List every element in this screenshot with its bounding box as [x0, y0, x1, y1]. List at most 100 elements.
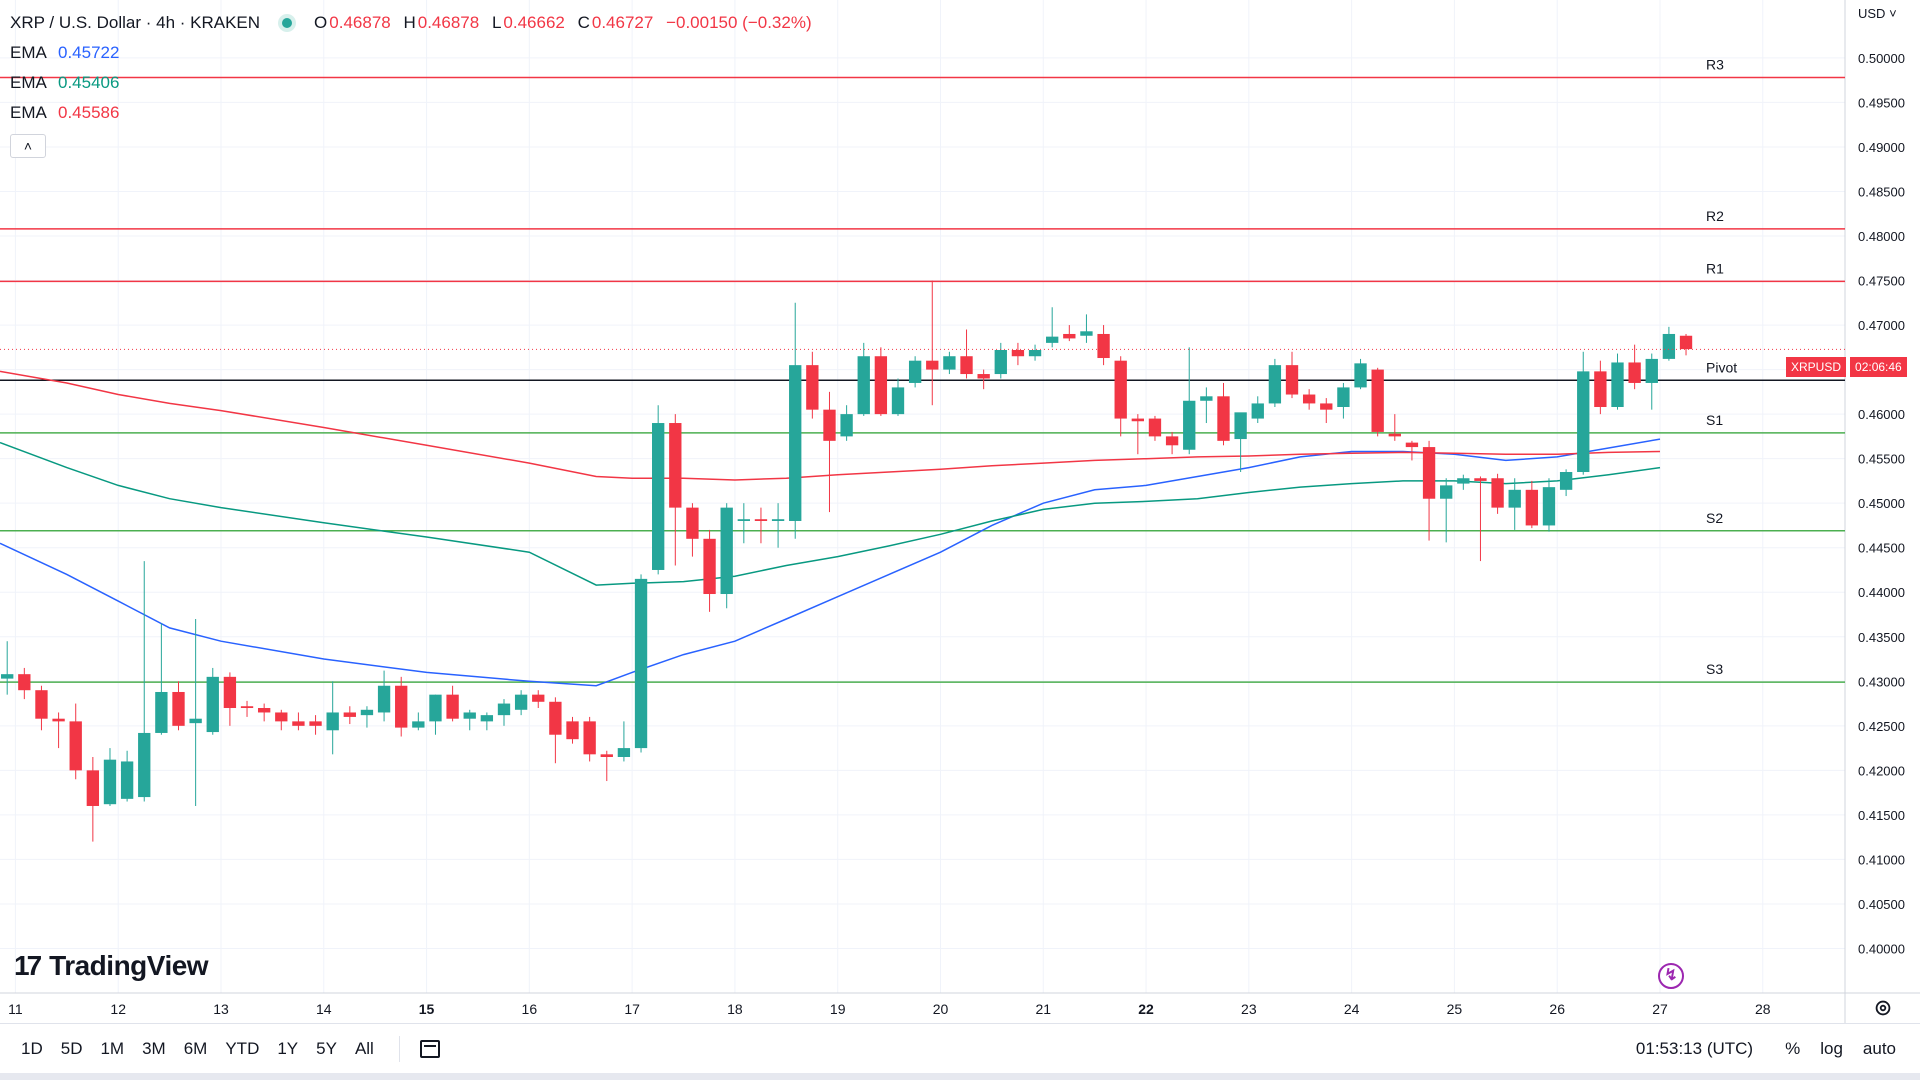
candle-body — [1131, 418, 1145, 422]
candle-body — [1388, 433, 1401, 437]
candle-body — [223, 676, 237, 709]
time-tick-label: 20 — [933, 1001, 949, 1017]
price-tick-label: 0.48000 — [1858, 229, 1905, 244]
time-tick-label: 18 — [727, 1001, 743, 1017]
ema-value: 0.45586 — [58, 103, 120, 122]
candle-body — [908, 360, 922, 383]
price-tick-label: 0.42500 — [1858, 719, 1905, 734]
close-label: C — [577, 13, 590, 32]
price-tick-label: 0.49500 — [1858, 95, 1905, 110]
price-tick-label: 0.48500 — [1858, 184, 1905, 199]
time-tick-label: 23 — [1241, 1001, 1257, 1017]
ema-value: 0.45722 — [58, 43, 120, 62]
candle-body — [686, 507, 699, 539]
range-5d-button[interactable]: 5D — [60, 1039, 83, 1058]
pivot-level-label: R1 — [1706, 260, 1724, 276]
currency-label: USD — [1858, 6, 1886, 21]
candle-body — [1422, 447, 1436, 499]
ema-row-2[interactable]: EMA 0.45406 — [10, 68, 820, 98]
candle-body — [1028, 349, 1042, 357]
candle-body — [1594, 371, 1607, 407]
candle-body — [583, 721, 596, 755]
candle-body — [1679, 335, 1693, 350]
price-tick-label: 0.50000 — [1858, 51, 1905, 66]
time-tick-label: 25 — [1447, 1001, 1463, 1017]
price-tick-label: 0.43500 — [1858, 630, 1905, 645]
candle-body — [412, 721, 425, 728]
candle-body — [52, 718, 65, 722]
time-tick-label: 16 — [522, 1001, 538, 1017]
price-tick-label: 0.45000 — [1858, 496, 1905, 511]
candle-body — [377, 685, 391, 713]
candle-body — [1405, 442, 1419, 448]
symbol-title[interactable]: XRP / U.S. Dollar · 4h · KRAKEN — [10, 13, 261, 32]
candle-body — [1080, 331, 1093, 336]
range-5y-button[interactable]: 5Y — [316, 1039, 337, 1058]
range-6m-button[interactable]: 6M — [183, 1039, 208, 1058]
candle-body — [240, 706, 254, 709]
time-tick-label: 11 — [8, 1001, 23, 1017]
candle-body — [1, 674, 14, 679]
candle-body — [1457, 478, 1470, 484]
utc-clock[interactable]: 01:53:13 (UTC) — [1635, 1039, 1754, 1058]
candle-body — [360, 709, 374, 716]
candle-body — [1234, 412, 1247, 440]
candle-body — [1474, 478, 1487, 481]
ema-value: 0.45406 — [58, 73, 120, 92]
candle-body — [789, 365, 802, 521]
candle-body — [960, 356, 973, 375]
price-tick-label: 0.41000 — [1858, 852, 1905, 867]
price-chart[interactable]: R3 R2 R1 Pivot S1 S2 S3 0.50000 0.49500 0.49000 0.… — [0, 0, 1920, 1023]
time-tick-label: 12 — [110, 1001, 126, 1017]
candle-body — [395, 685, 408, 728]
candle-body — [1165, 436, 1179, 446]
candle-body — [120, 761, 134, 799]
candle-body — [18, 674, 31, 691]
candle-body — [1645, 358, 1658, 383]
time-tick-label: 13 — [213, 1001, 229, 1017]
bottom-toolbar: 1D 5D 1M 3M 6M YTD 1Y 5Y All 01:53:13 (U… — [0, 1023, 1920, 1074]
pivot-level-label: S2 — [1706, 510, 1723, 526]
percent-toggle[interactable]: % — [1785, 1039, 1801, 1058]
ema-line — [0, 438, 1661, 687]
candle-body — [1491, 478, 1504, 508]
gear-icon[interactable] — [1872, 997, 1894, 1019]
candle-body — [874, 356, 888, 415]
range-1m-button[interactable]: 1M — [100, 1039, 125, 1058]
range-1y-button[interactable]: 1Y — [277, 1039, 299, 1058]
price-tick-label: 0.47500 — [1858, 274, 1905, 289]
time-tick-label: 19 — [830, 1001, 846, 1017]
low-value: 0.46662 — [503, 13, 565, 32]
pivot-level-label: S3 — [1706, 661, 1723, 677]
ema-row-3[interactable]: EMA 0.45586 — [10, 98, 820, 128]
bolt-icon[interactable]: ↯ — [1658, 963, 1684, 989]
range-ytd-button[interactable]: YTD — [225, 1039, 260, 1058]
calendar-icon[interactable] — [419, 1040, 440, 1058]
candle-body — [806, 365, 819, 410]
market-status-icon[interactable] — [282, 18, 293, 28]
ohlc-values: O 0.46878 H 0.46878 L 0.46662 C 0.46727 −0.0… — [314, 13, 820, 33]
symbol-badge: XRPUSD — [1786, 357, 1847, 377]
candle-body — [720, 507, 733, 595]
low-label: L — [491, 13, 502, 32]
collapse-legend-button[interactable]: ˄ — [10, 134, 46, 158]
tradingview-logo[interactable]: 17 TradingView — [14, 950, 209, 982]
candle-body — [1542, 487, 1556, 526]
currency-selector[interactable]: USD ˅ — [1858, 6, 1897, 21]
price-tick-label: 0.47000 — [1858, 318, 1905, 333]
range-1d-button[interactable]: 1D — [21, 1039, 43, 1058]
candle-body — [138, 732, 151, 798]
candle-body — [977, 374, 990, 379]
candle-body — [891, 387, 905, 415]
candle-body — [275, 712, 288, 722]
range-3m-button[interactable]: 3M — [142, 1039, 166, 1058]
range-all-button[interactable]: All — [354, 1039, 374, 1058]
log-toggle[interactable]: log — [1820, 1039, 1843, 1058]
candle-body — [634, 578, 648, 749]
candle-body — [857, 356, 870, 415]
ema-row-1[interactable]: EMA 0.45722 — [10, 38, 820, 68]
horizontal-scrollbar[interactable] — [0, 1073, 1920, 1080]
auto-toggle[interactable]: auto — [1862, 1039, 1896, 1058]
candle-body — [1320, 403, 1333, 410]
candle-body — [737, 519, 750, 521]
